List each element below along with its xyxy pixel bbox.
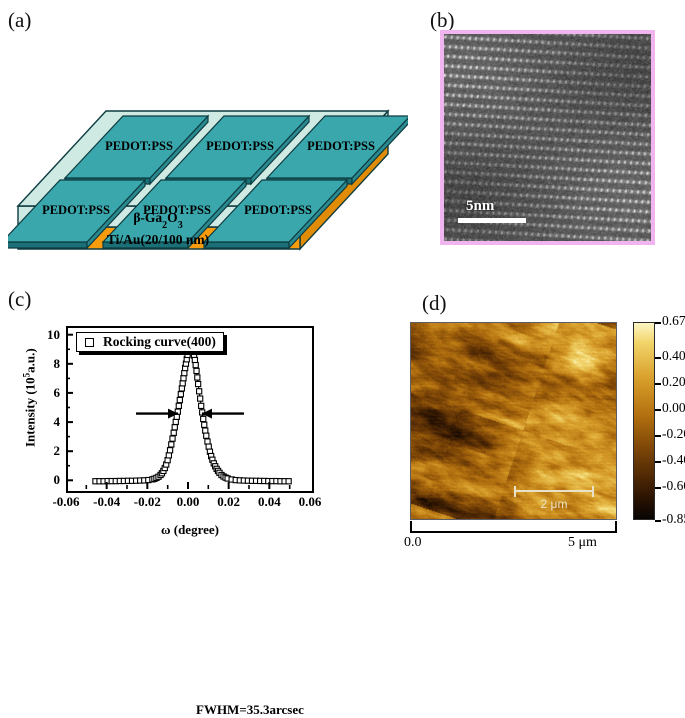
- tem-scale-bar: [458, 218, 526, 223]
- fwhm-annotation: FWHM=35.3arcsec: [196, 702, 304, 717]
- afm-axis-min-label: 0.0: [404, 535, 422, 550]
- panel-a-label: (a): [8, 8, 32, 32]
- x-tick-label: 0.00: [176, 494, 200, 509]
- rocking-curve-legend: Rocking curve(400): [76, 332, 224, 352]
- panel-c-label: (c): [8, 287, 32, 311]
- tem-image-frame: 5nm: [440, 30, 655, 245]
- schematic-svg: PEDOT:PSS PEDOT:PSS PEDOT:PSS PEDOT:PSS …: [8, 109, 408, 251]
- panel-b-label: (b): [430, 8, 455, 32]
- legend-label: Rocking curve(400): [103, 334, 216, 349]
- colorbar-tick-label: -0.85: [662, 511, 685, 526]
- panel-b: (b) 5nm: [418, 0, 685, 280]
- panel-c: (c) Rocking curve(400) FWHM=35.3arcsec ω…: [0, 283, 390, 717]
- electrode-label: PEDOT:PSS: [42, 203, 110, 217]
- y-tick-label: 10: [47, 326, 60, 342]
- electrode-pad-front-3: [202, 178, 349, 250]
- colorbar-tick: [655, 520, 661, 522]
- afm-inner-scale-label: 2 μm: [540, 497, 568, 511]
- panel-a: (a): [0, 0, 410, 280]
- colorbar-tick-label: -0.20: [662, 426, 685, 442]
- colorbar-tick: [655, 357, 661, 359]
- tem-lattice-image: [444, 34, 651, 241]
- rocking-curve-series: [92, 341, 292, 485]
- colorbar-tick-label: -0.60: [662, 478, 685, 494]
- x-axis-label: ω (degree): [161, 522, 219, 537]
- electrode-pad-front-1: [8, 178, 147, 250]
- colorbar-tick-label: 0.67nm: [662, 313, 685, 328]
- afm-colorbar: [633, 322, 655, 520]
- electrode-label: PEDOT:PSS: [206, 139, 274, 153]
- afm-horizontal-scale-bar: [410, 521, 617, 533]
- colorbar-tick-label: 0.00: [662, 400, 685, 416]
- device-schematic: PEDOT:PSS PEDOT:PSS PEDOT:PSS PEDOT:PSS …: [8, 80, 408, 270]
- y-tick-label: 4: [53, 414, 61, 430]
- legend-marker-icon: [85, 337, 94, 347]
- colorbar-tick-label: -0.40: [662, 452, 685, 468]
- panel-d-label: (d): [422, 291, 447, 315]
- y-axis-label: Intensity (105a.u.): [21, 348, 38, 448]
- x-tick-label: -0.04: [93, 494, 121, 509]
- metal-layer-label: Ti/Au(20/100 nm): [107, 232, 209, 247]
- colorbar-tick: [655, 409, 661, 411]
- y-tick-label: 6: [53, 384, 61, 400]
- afm-inner-scale-bar: [514, 485, 595, 499]
- colorbar-tick: [655, 461, 661, 463]
- electrode-label: PEDOT:PSS: [143, 203, 211, 217]
- colorbar-tick: [655, 435, 661, 437]
- electrode-label: PEDOT:PSS: [244, 203, 312, 217]
- y-tick-label: 8: [53, 355, 61, 371]
- colorbar-tick: [655, 383, 661, 385]
- electrode-label: PEDOT:PSS: [105, 139, 173, 153]
- panel-d: (d) 2 μm 0.0 5 μm 0.67nm 0.40 0.20 0.00 -0.2…: [390, 283, 685, 554]
- x-tick-label: -0.06: [52, 494, 80, 509]
- colorbar-tick-label: 0.20: [662, 374, 685, 390]
- y-tick-label: 0: [53, 472, 61, 488]
- x-tick-label: -0.02: [133, 494, 161, 509]
- tem-scale-bar-label: 5nm: [466, 198, 495, 214]
- x-tick-label: 0.02: [217, 494, 241, 509]
- substrate-layer-label: β-Ga2O3: [133, 210, 182, 231]
- electrode-label: PEDOT:PSS: [307, 139, 375, 153]
- y-tick-label: 2: [53, 443, 61, 459]
- afm-topography-image: [410, 322, 617, 520]
- x-tick-label: 0.04: [257, 494, 281, 509]
- colorbar-tick: [655, 487, 661, 489]
- afm-axis-max-label: 5 μm: [568, 535, 597, 550]
- electrode-pad-front-2: [101, 178, 248, 250]
- x-tick-label: 0.06: [298, 494, 322, 509]
- colorbar-tick-label: 0.40: [662, 348, 685, 364]
- colorbar-tick: [655, 322, 661, 324]
